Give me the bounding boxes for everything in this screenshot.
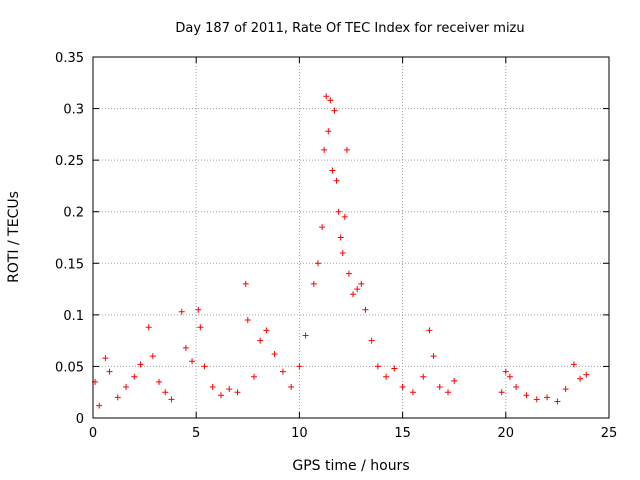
data-point bbox=[426, 327, 433, 334]
data-point bbox=[562, 386, 569, 393]
plot-frame bbox=[92, 56, 610, 419]
data-point bbox=[209, 384, 216, 391]
data-point bbox=[156, 378, 163, 385]
x-tick-label: 15 bbox=[394, 426, 411, 441]
data-point bbox=[195, 306, 202, 313]
data-point bbox=[420, 373, 427, 380]
data-point bbox=[337, 234, 344, 241]
x-tick-label: 20 bbox=[498, 426, 515, 441]
data-point bbox=[343, 146, 350, 153]
data-point bbox=[354, 286, 361, 293]
data-point bbox=[102, 355, 109, 362]
data-point bbox=[182, 344, 189, 351]
x-axis-label: GPS time / hours bbox=[292, 458, 409, 474]
data-point bbox=[533, 396, 540, 403]
y-axis-label: ROTI / TECUs bbox=[6, 191, 22, 283]
x-tick-label: 25 bbox=[601, 426, 618, 441]
data-point bbox=[325, 128, 332, 135]
data-points bbox=[92, 93, 590, 409]
data-point bbox=[554, 398, 561, 405]
data-point bbox=[445, 389, 452, 396]
data-point bbox=[201, 363, 208, 370]
data-point bbox=[577, 375, 584, 382]
data-point bbox=[137, 361, 144, 368]
data-point bbox=[570, 361, 577, 368]
x-tick-label: 0 bbox=[89, 426, 97, 441]
data-point bbox=[234, 389, 241, 396]
data-point bbox=[296, 363, 303, 370]
data-point bbox=[399, 384, 406, 391]
data-point bbox=[362, 306, 369, 313]
chart-title: Day 187 of 2011, Rate Of TEC Index for r… bbox=[175, 21, 524, 36]
data-point bbox=[513, 384, 520, 391]
data-point bbox=[244, 317, 251, 324]
data-point bbox=[257, 337, 264, 344]
data-point bbox=[271, 351, 278, 358]
y-tick-label: 0.1 bbox=[63, 309, 84, 324]
data-point bbox=[263, 327, 270, 334]
data-point bbox=[168, 396, 175, 403]
data-point bbox=[331, 107, 338, 114]
data-point bbox=[451, 377, 458, 384]
data-point bbox=[391, 365, 398, 372]
y-tick-label: 0 bbox=[76, 412, 84, 427]
data-point bbox=[189, 358, 196, 365]
data-point bbox=[149, 353, 156, 360]
data-point bbox=[409, 389, 416, 396]
x-tick-label: 5 bbox=[192, 426, 200, 441]
data-point bbox=[436, 384, 443, 391]
data-point bbox=[96, 402, 103, 409]
data-point bbox=[506, 373, 513, 380]
data-point bbox=[502, 368, 509, 375]
data-point bbox=[498, 389, 505, 396]
data-point bbox=[341, 213, 348, 220]
data-point bbox=[383, 373, 390, 380]
data-point bbox=[339, 249, 346, 256]
data-point bbox=[288, 384, 295, 391]
data-point bbox=[131, 373, 138, 380]
y-tick-label: 0.25 bbox=[55, 154, 84, 169]
grid-lines bbox=[93, 57, 609, 418]
data-point bbox=[358, 280, 365, 287]
data-point bbox=[327, 97, 334, 104]
data-point bbox=[335, 208, 342, 215]
x-tick-label: 10 bbox=[291, 426, 308, 441]
data-point bbox=[350, 291, 357, 298]
y-tick-label: 0.3 bbox=[63, 103, 84, 118]
data-point bbox=[544, 394, 551, 401]
data-point bbox=[323, 93, 330, 100]
data-point bbox=[345, 270, 352, 277]
data-point bbox=[242, 280, 249, 287]
data-point bbox=[123, 384, 130, 391]
data-point bbox=[374, 363, 381, 370]
data-point bbox=[162, 389, 169, 396]
data-point bbox=[226, 386, 233, 393]
data-point bbox=[279, 368, 286, 375]
data-point bbox=[250, 373, 257, 380]
y-tick-label: 0.05 bbox=[55, 360, 84, 375]
data-point bbox=[302, 332, 309, 339]
data-point bbox=[197, 324, 204, 331]
data-point bbox=[329, 167, 336, 174]
axis-ticks: 0 5 10 15 20 25 0 0.05 0.1 0.15 0.2 0.25 0.3 0.35 bbox=[55, 51, 617, 441]
data-point bbox=[310, 280, 317, 287]
data-point bbox=[314, 260, 321, 267]
data-point bbox=[368, 337, 375, 344]
data-point bbox=[106, 368, 113, 375]
data-point bbox=[523, 392, 530, 399]
data-point bbox=[217, 392, 224, 399]
data-point bbox=[321, 146, 328, 153]
y-tick-label: 0.2 bbox=[63, 206, 84, 221]
data-point bbox=[145, 324, 152, 331]
data-point bbox=[178, 308, 185, 315]
data-point bbox=[430, 353, 437, 360]
data-point bbox=[114, 394, 121, 401]
y-tick-label: 0.35 bbox=[55, 51, 84, 66]
data-point bbox=[319, 224, 326, 231]
y-tick-label: 0.15 bbox=[55, 257, 84, 272]
data-point bbox=[333, 177, 340, 184]
data-point bbox=[583, 371, 590, 378]
